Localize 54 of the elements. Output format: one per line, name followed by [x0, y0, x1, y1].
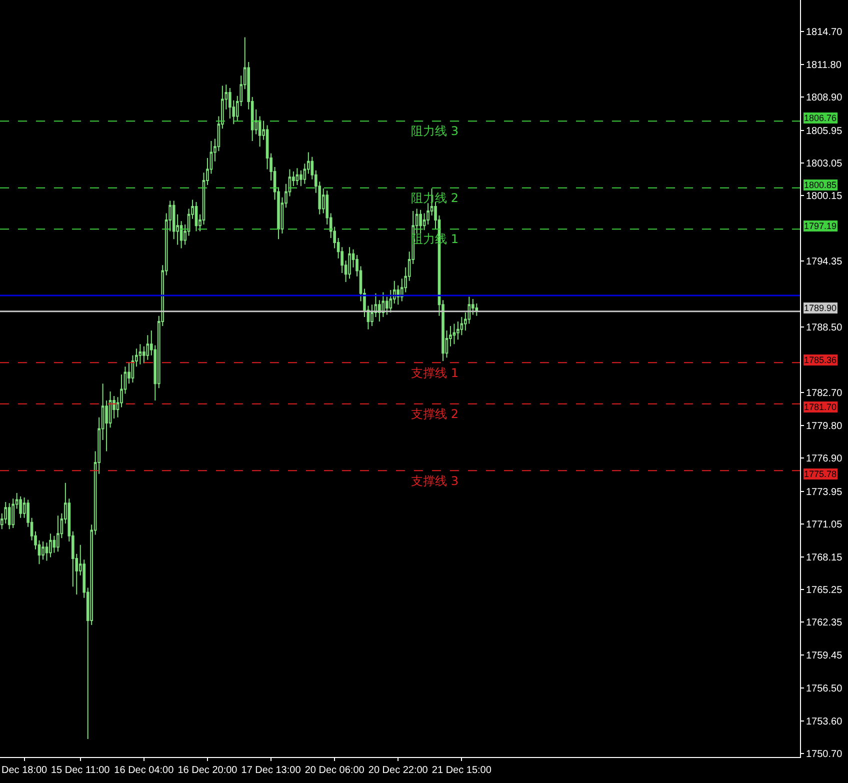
y-tick-label: 1771.05 — [806, 520, 843, 531]
x-tick-label: 17 Dec 13:00 — [241, 765, 302, 776]
text: 1785.36 — [804, 355, 837, 365]
candlestick — [194, 201, 198, 232]
ref-line-label: 支撑线 1 — [411, 366, 458, 380]
text: 1789.90 — [804, 303, 837, 313]
ref-line-label: 支撑线 2 — [411, 407, 458, 421]
y-tick-label: 1805.95 — [806, 126, 843, 137]
text: 1775.78 — [804, 469, 837, 479]
y-tick-label: 1803.05 — [806, 158, 843, 170]
y-tick-label: 1814.70 — [806, 27, 843, 38]
ref-line-label: 支撑线 3 — [411, 474, 458, 488]
text: 1781.70 — [804, 402, 837, 412]
y-tick-label: 1776.90 — [806, 454, 843, 465]
y-tick-label: 1794.35 — [806, 256, 843, 268]
candlestick — [296, 168, 299, 186]
text: 1797.19 — [804, 221, 837, 231]
x-tick-label: 20 Dec 06:00 — [304, 765, 365, 776]
candlestick — [460, 316, 464, 336]
y-tick-label: 1759.45 — [806, 650, 843, 662]
x-tick-label: 16 Dec 20:00 — [178, 765, 238, 776]
candlestick — [138, 344, 142, 365]
y-tick-label: 1788.50 — [806, 322, 843, 334]
y-tick-label: 1773.95 — [806, 486, 843, 498]
y-tick-label: 1782.70 — [806, 388, 843, 400]
x-tick-label: 15 Dec 11:00 — [50, 765, 110, 776]
x-tick-label: 20 Dec 22:00 — [368, 765, 428, 776]
x-tick-label: Dec 18:00 — [2, 765, 48, 776]
y-tick-label: 1808.90 — [806, 92, 843, 104]
y-tick-label: 1756.50 — [806, 684, 843, 695]
y-tick-label: 1765.25 — [806, 584, 843, 596]
y-tick-label: 1768.15 — [806, 552, 843, 564]
candlestick — [146, 334, 150, 360]
candlestick — [456, 321, 460, 340]
text: 1806.76 — [804, 113, 837, 123]
y-tick-label: 1811.80 — [806, 60, 842, 71]
ref-line-label: 阻力线 3 — [411, 124, 458, 138]
candlestick — [452, 323, 456, 345]
candlestick — [382, 292, 385, 318]
y-tick-label: 1762.35 — [806, 618, 843, 629]
candlestick — [19, 496, 22, 518]
x-tick-label: 16 Dec 04:00 — [114, 765, 174, 776]
candlestick — [8, 502, 11, 530]
x-tick-label: 21 Dec 15:00 — [432, 765, 492, 776]
y-tick-label: 1753.60 — [806, 716, 843, 728]
text: 1800.85 — [804, 180, 837, 190]
candlestick — [348, 246, 351, 280]
candlestick — [49, 533, 52, 558]
candlestick — [419, 209, 422, 234]
candlestick — [42, 541, 44, 560]
y-tick-label: 1750.70 — [806, 749, 843, 760]
y-tick-label: 1779.80 — [806, 420, 843, 432]
candlestick — [56, 515, 60, 552]
y-tick-label: 1800.15 — [806, 191, 843, 202]
